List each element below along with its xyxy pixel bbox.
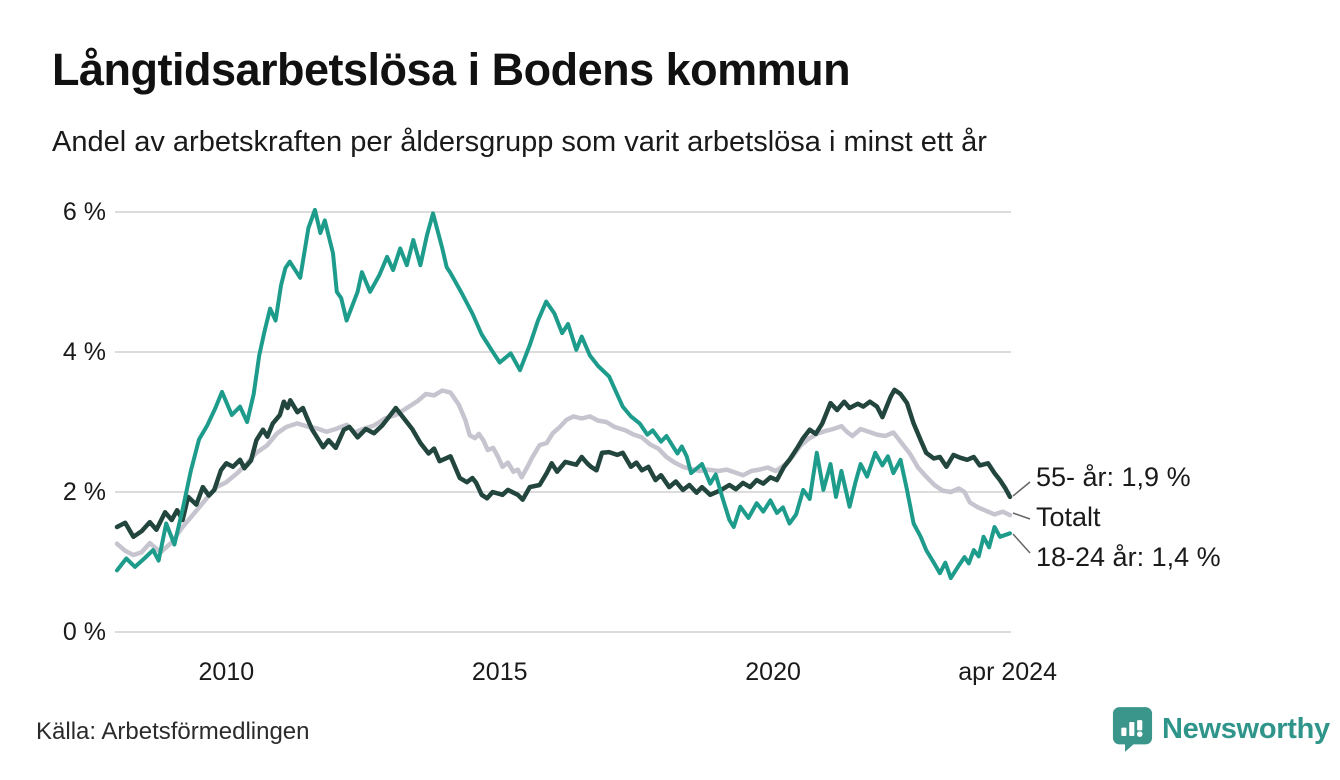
newsworthy-wordmark: Newsworthy <box>1162 712 1330 745</box>
newsworthy-logo-icon <box>1112 706 1153 752</box>
series-end-label-55-ar: 55- år: 1,9 % <box>1036 462 1191 492</box>
source-note: Källa: Arbetsförmedlingen <box>36 718 310 745</box>
x-axis-tick-apr-2024: apr 2024 <box>958 658 1057 686</box>
series-line-18-24-ar <box>115 207 1012 581</box>
series-line-55-ar <box>114 387 1013 540</box>
page-title: Långtidsarbetslösa i Bodens kommun <box>52 44 851 95</box>
y-axis-tick-6: 6 % <box>62 198 106 226</box>
x-axis-tick-2020: 2020 <box>745 658 801 686</box>
y-axis-tick-2: 2 % <box>62 478 106 506</box>
x-axis-tick-2015: 2015 <box>471 658 528 686</box>
y-axis-tick-4: 4 % <box>62 338 106 366</box>
series-end-label-18-24-ar: 18-24 år: 1,4 % <box>1036 542 1221 572</box>
newsworthy-logo[interactable]: Newsworthy <box>1112 706 1330 752</box>
y-axis-tick-0: 0 % <box>62 618 106 646</box>
connector-55-ar <box>1012 481 1031 497</box>
series-line-totalt <box>114 388 1013 558</box>
series-end-label-totalt: Totalt <box>1036 502 1101 532</box>
x-axis-tick-2010: 2010 <box>198 658 255 686</box>
gridlines <box>115 211 1011 633</box>
connector-totalt <box>1012 512 1031 520</box>
chart-subtitle: Andel av arbetskraften per åldersgrupp s… <box>52 126 987 158</box>
label-connectors <box>1012 481 1031 554</box>
connector-18-24-ar <box>1012 533 1031 554</box>
